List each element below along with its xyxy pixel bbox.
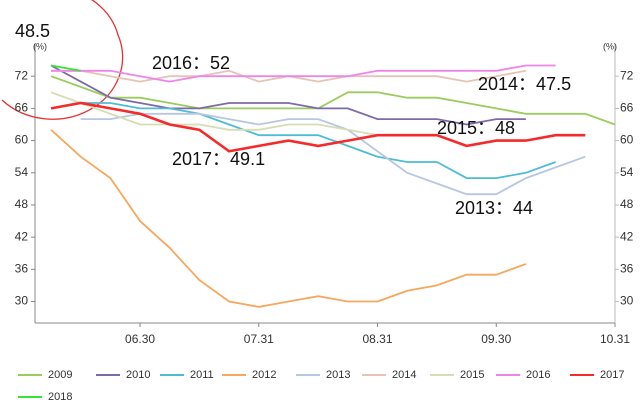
series-line [50, 91, 437, 137]
legend-label: 2018 [48, 391, 72, 403]
y-tick-label: 60 [15, 133, 29, 147]
annotation: 2014：47.5 [478, 74, 571, 94]
y2-tick-label: 36 [620, 262, 634, 276]
y-label: (%) [33, 41, 47, 51]
series-line [80, 102, 556, 179]
y2-tick-label: 60 [620, 133, 634, 147]
legend-label: 2012 [252, 369, 276, 381]
series-line [50, 75, 616, 126]
y2-tick-label: 66 [620, 101, 634, 115]
annotation: 2017：49.1 [172, 149, 265, 169]
y-tick-label: 72 [15, 68, 29, 82]
legend-label: 2013 [326, 369, 350, 381]
y-tick-label: 48 [15, 197, 29, 211]
legend-label: 2017 [600, 369, 624, 381]
legend-label: 2009 [48, 369, 72, 381]
legend-label: 2015 [460, 369, 484, 381]
legend-label: 2011 [190, 369, 214, 381]
y-tick-label: 42 [15, 229, 29, 243]
annotation: 2016：52 [152, 53, 230, 73]
y2-tick-label: 54 [620, 165, 634, 179]
legend-label: 2010 [126, 369, 150, 381]
x-tick-label: 06.30 [125, 332, 155, 346]
legend-label: 2014 [392, 369, 416, 381]
y-tick-label: 36 [15, 262, 29, 276]
series-line [80, 112, 586, 196]
y2-tick-label: 72 [620, 68, 634, 82]
y2-tick-label: 48 [620, 197, 634, 211]
y2-tick-label: 30 [620, 294, 634, 308]
series-line [50, 64, 526, 126]
y-label-right: (%) [603, 41, 617, 51]
x-tick-label: 07.31 [244, 332, 274, 346]
x-tick-label: 08.31 [363, 332, 393, 346]
y-tick-label: 30 [15, 294, 29, 308]
legend-label: 2016 [526, 369, 550, 381]
y2-tick-label: 42 [620, 229, 634, 243]
highlight-circle [1, 0, 124, 120]
x-tick-label: 10.31 [600, 332, 630, 346]
annotation: 2015：48 [437, 118, 515, 138]
annotation: 2013：44 [455, 198, 533, 218]
x-tick-label: 09.30 [481, 332, 511, 346]
series-line [51, 64, 556, 83]
series-line [50, 129, 527, 308]
series-line [50, 101, 586, 153]
series-line [50, 64, 81, 72]
y-tick-label: 54 [15, 165, 29, 179]
y-tick-label: 66 [15, 101, 29, 115]
annotation: 48.5 [15, 21, 50, 41]
